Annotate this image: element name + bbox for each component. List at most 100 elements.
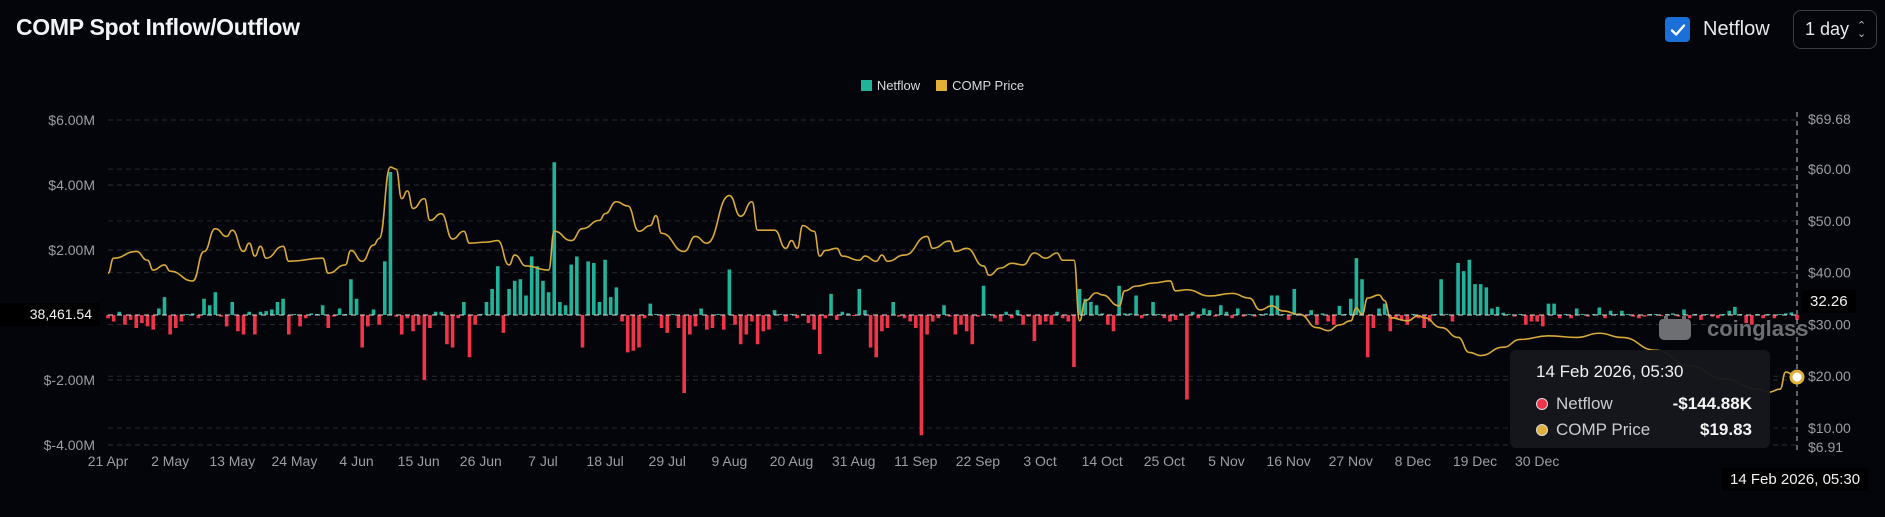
netflow-bar[interactable] <box>1733 306 1737 315</box>
netflow-bar[interactable] <box>1354 258 1359 315</box>
netflow-bar[interactable] <box>676 315 681 328</box>
netflow-bar[interactable] <box>1117 285 1121 315</box>
netflow-bar[interactable] <box>891 302 895 315</box>
netflow-bar[interactable] <box>964 315 969 332</box>
netflow-bar[interactable] <box>1597 307 1602 315</box>
netflow-bar[interactable] <box>885 315 890 328</box>
netflow-bar[interactable] <box>134 315 139 328</box>
netflow-bar[interactable] <box>157 308 161 316</box>
netflow-bar[interactable] <box>1168 315 1172 322</box>
netflow-bar[interactable] <box>755 315 760 345</box>
netflow-bar[interactable] <box>846 313 850 315</box>
netflow-bar[interactable] <box>1185 315 1189 400</box>
netflow-bar[interactable] <box>925 315 929 335</box>
netflow-bar[interactable] <box>1461 271 1466 315</box>
netflow-bar[interactable] <box>1043 315 1048 322</box>
netflow-bar[interactable] <box>688 315 692 335</box>
netflow-bar[interactable] <box>1501 312 1506 315</box>
netflow-bar[interactable] <box>1557 315 1562 319</box>
netflow-bar[interactable] <box>467 315 472 358</box>
netflow-bar[interactable] <box>1405 315 1410 325</box>
netflow-bar[interactable] <box>902 315 907 319</box>
netflow-bar[interactable] <box>829 293 833 315</box>
netflow-bar[interactable] <box>608 297 613 315</box>
netflow-bar[interactable] <box>162 297 167 315</box>
netflow-bar[interactable] <box>738 315 743 345</box>
netflow-bar[interactable] <box>1490 308 1494 316</box>
netflow-bar[interactable] <box>1631 315 1635 317</box>
netflow-bar[interactable] <box>1682 309 1686 315</box>
netflow-bar[interactable] <box>1077 289 1082 315</box>
netflow-bar[interactable] <box>253 315 257 335</box>
netflow-bar[interactable] <box>1574 308 1579 316</box>
netflow-bar[interactable] <box>428 315 432 328</box>
netflow-bar[interactable] <box>1388 315 1393 332</box>
netflow-bar[interactable] <box>371 309 376 315</box>
netflow-bar[interactable] <box>332 315 336 317</box>
netflow-bar[interactable] <box>456 315 461 319</box>
netflow-bar[interactable] <box>654 314 658 315</box>
netflow-bar[interactable] <box>1049 315 1054 325</box>
netflow-bar[interactable] <box>575 256 579 316</box>
netflow-bar[interactable] <box>727 269 732 316</box>
netflow-bar[interactable] <box>614 287 619 315</box>
netflow-bar[interactable] <box>490 289 494 315</box>
netflow-bar[interactable] <box>1382 303 1387 315</box>
netflow-bar[interactable] <box>1004 311 1008 315</box>
netflow-bar[interactable] <box>411 315 415 332</box>
netflow-bar[interactable] <box>834 315 839 320</box>
netflow-bar[interactable] <box>501 315 506 333</box>
netflow-bar[interactable] <box>1038 315 1042 325</box>
netflow-bar[interactable] <box>1535 315 1539 322</box>
netflow-bar[interactable] <box>230 302 235 315</box>
netflow-bar[interactable] <box>1783 313 1788 315</box>
netflow-bar[interactable] <box>1230 315 1234 319</box>
netflow-bar[interactable] <box>151 315 155 330</box>
netflow-bar[interactable] <box>405 315 410 319</box>
netflow-bar[interactable] <box>563 305 568 315</box>
netflow-bar[interactable] <box>303 315 308 319</box>
netflow-bar[interactable] <box>778 314 783 315</box>
netflow-bar[interactable] <box>1377 308 1381 316</box>
netflow-bar[interactable] <box>1450 315 1455 322</box>
netflow-bar[interactable] <box>1224 311 1229 315</box>
netflow-bar[interactable] <box>1241 315 1246 317</box>
netflow-bar[interactable] <box>1128 313 1133 315</box>
netflow-bar[interactable] <box>224 315 229 327</box>
netflow-bar[interactable] <box>484 302 489 315</box>
netflow-bar[interactable] <box>1337 305 1342 315</box>
netflow-bar[interactable] <box>1021 315 1025 325</box>
netflow-bar[interactable] <box>1083 298 1088 315</box>
netflow-bar[interactable] <box>495 266 500 315</box>
netflow-bar[interactable] <box>851 315 856 316</box>
netflow-bar[interactable] <box>1111 315 1116 332</box>
netflow-bar[interactable] <box>1439 279 1443 315</box>
netflow-bar[interactable] <box>1122 313 1127 315</box>
netflow-bar[interactable] <box>298 315 302 327</box>
netflow-bar[interactable] <box>213 292 218 315</box>
netflow-bar[interactable] <box>569 264 574 315</box>
checkbox-checked-icon[interactable] <box>1665 17 1690 42</box>
netflow-bar[interactable] <box>1026 315 1031 317</box>
netflow-bar[interactable] <box>913 315 918 328</box>
netflow-bar[interactable] <box>1524 315 1528 325</box>
netflow-bar[interactable] <box>529 256 534 316</box>
netflow-bar[interactable] <box>535 266 540 315</box>
netflow-bar[interactable] <box>942 305 946 315</box>
netflow-bar[interactable] <box>959 315 963 325</box>
netflow-bar[interactable] <box>179 315 184 322</box>
netflow-bar[interactable] <box>1399 315 1404 320</box>
netflow-bar[interactable] <box>546 292 551 315</box>
netflow-bar[interactable] <box>140 315 144 324</box>
netflow-bar[interactable] <box>1331 315 1336 325</box>
netflow-bar[interactable] <box>264 311 268 315</box>
netflow-toggle[interactable]: Netflow <box>1665 17 1770 42</box>
netflow-bar[interactable] <box>767 315 771 330</box>
netflow-bar[interactable] <box>1134 295 1138 316</box>
netflow-bar[interactable] <box>258 311 263 315</box>
netflow-bar[interactable] <box>1286 315 1291 320</box>
netflow-bar[interactable] <box>1699 315 1703 320</box>
legend-item-comp-price[interactable]: COMP Price <box>936 78 1024 93</box>
netflow-bar[interactable] <box>631 315 636 351</box>
netflow-bar[interactable] <box>1275 295 1280 316</box>
